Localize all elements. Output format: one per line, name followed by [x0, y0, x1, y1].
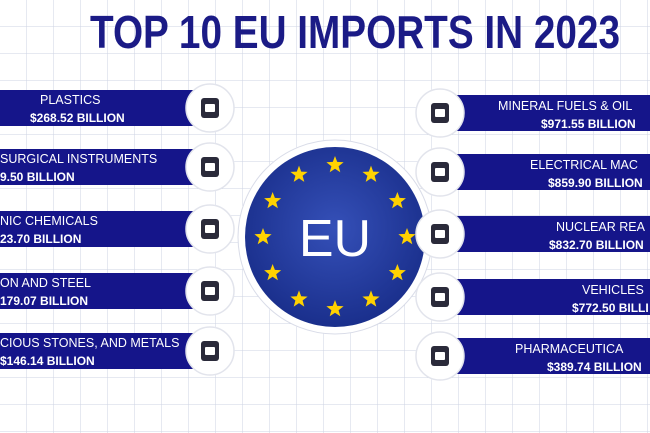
- icon-detail: [205, 225, 215, 233]
- item-value: 23.70 BILLION: [0, 232, 81, 246]
- star: [388, 264, 406, 281]
- banner: [0, 149, 205, 185]
- star: [290, 165, 308, 182]
- item-value: $389.74 BILLION: [547, 360, 642, 374]
- item-name: NUCLEAR REA: [556, 220, 646, 234]
- star: [362, 165, 380, 182]
- star: [398, 228, 416, 245]
- item-name: ELECTRICAL MAC: [530, 158, 638, 172]
- icon-detail: [435, 230, 445, 238]
- icon-detail: [205, 163, 215, 171]
- star: [388, 192, 406, 209]
- banner: [0, 90, 205, 126]
- item-name: CIOUS STONES, AND METALS: [0, 336, 179, 350]
- emblem: [245, 147, 425, 327]
- star: [264, 264, 282, 281]
- icon-detail: [435, 168, 445, 176]
- star: [326, 156, 344, 173]
- icon-detail: [435, 293, 445, 301]
- item-value: 9.50 BILLION: [0, 170, 75, 184]
- item-value: $146.14 BILLION: [0, 354, 95, 368]
- icon-detail: [435, 109, 445, 117]
- emblem-label: EU: [299, 210, 371, 268]
- item-value: $832.70 BILLION: [549, 238, 644, 252]
- stars: [254, 156, 416, 317]
- banner: [445, 338, 650, 374]
- banner: [445, 95, 650, 131]
- icon-detail: [205, 104, 215, 112]
- item-value: $859.90 BILLION: [548, 176, 643, 190]
- star: [290, 290, 308, 307]
- star: [254, 228, 272, 245]
- banner: [0, 211, 205, 247]
- item-name: SURGICAL INSTRUMENTS: [0, 152, 157, 166]
- item-value: $772.50 BILLI: [572, 301, 649, 315]
- star: [264, 192, 282, 209]
- item-name: PLASTICS: [40, 93, 100, 107]
- item-name: MINERAL FUELS & OIL: [498, 99, 632, 113]
- banner: [445, 154, 650, 190]
- item-name: ON AND STEEL: [0, 276, 91, 290]
- item-name: VEHICLES: [582, 283, 644, 297]
- item-name: PHARMACEUTICA: [515, 342, 624, 356]
- star: [362, 290, 380, 307]
- banner: [0, 333, 205, 369]
- icon-detail: [435, 352, 445, 360]
- items: PLASTICS $268.52 BILLION SURGICAL INSTRUME…: [0, 83, 650, 381]
- item-name: NIC CHEMICALS: [0, 214, 98, 228]
- item-value: $971.55 BILLION: [541, 117, 636, 131]
- icon-detail: [205, 287, 215, 295]
- banner: [445, 279, 650, 315]
- title: TOP 10 EU IMPORTS IN 2023: [90, 6, 620, 58]
- item-value: $268.52 BILLION: [30, 111, 125, 125]
- banner: [0, 273, 205, 309]
- star: [326, 300, 344, 317]
- item-value: 179.07 BILLION: [0, 294, 88, 308]
- icon-detail: [205, 347, 215, 355]
- banner: [445, 216, 650, 252]
